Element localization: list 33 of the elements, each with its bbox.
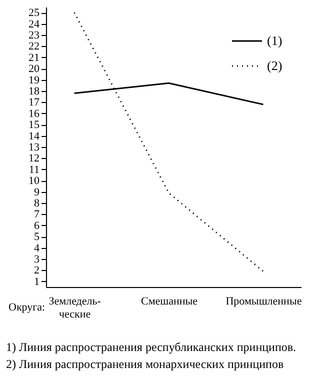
x-tick-label: Смешанные — [140, 296, 198, 308]
y-tick-label: 7 — [34, 208, 40, 221]
y-tick-label: 6 — [34, 220, 40, 232]
legend-label: (1) — [267, 33, 282, 48]
legend-label: (2) — [267, 58, 282, 73]
x-tick-label: Земледель- ческие — [48, 296, 102, 320]
y-tick-label: 2 — [34, 264, 40, 277]
y-tick-label: 19 — [28, 74, 40, 86]
y-tick-label: 25 — [28, 7, 40, 20]
y-tick-label: 22 — [28, 40, 40, 53]
y-tick-label: 14 — [28, 130, 40, 142]
x-axis-title: Округа: — [8, 302, 46, 314]
y-tick-label: 24 — [28, 18, 40, 30]
y-tick-label: 15 — [28, 119, 40, 132]
y-tick-label: 18 — [28, 86, 40, 98]
y-tick-label: 13 — [28, 142, 40, 154]
y-tick-label: 20 — [28, 63, 40, 76]
y-tick-label: 3 — [34, 254, 40, 266]
y-tick-label: 16 — [28, 108, 40, 120]
y-tick-label: 4 — [34, 242, 40, 254]
y-tick-label: 1 — [34, 276, 40, 288]
y-tick-label: 21 — [28, 52, 40, 64]
y-tick-label: 17 — [28, 96, 40, 109]
text: 2) Линия распространения монархических принципов — [6, 356, 285, 373]
y-tick-label: 11 — [28, 164, 40, 176]
y-tick-label: 5 — [34, 231, 40, 244]
x-tick-label: Промышленные — [226, 296, 302, 308]
y-tick-label: 9 — [34, 186, 40, 198]
text: 1) Линия распространения республиканских принципов. — [6, 339, 298, 356]
y-tick-label: 23 — [28, 30, 40, 42]
y-tick-label: 12 — [28, 152, 40, 165]
y-tick-label: 10 — [28, 175, 40, 188]
y-tick-label: 8 — [34, 198, 40, 210]
